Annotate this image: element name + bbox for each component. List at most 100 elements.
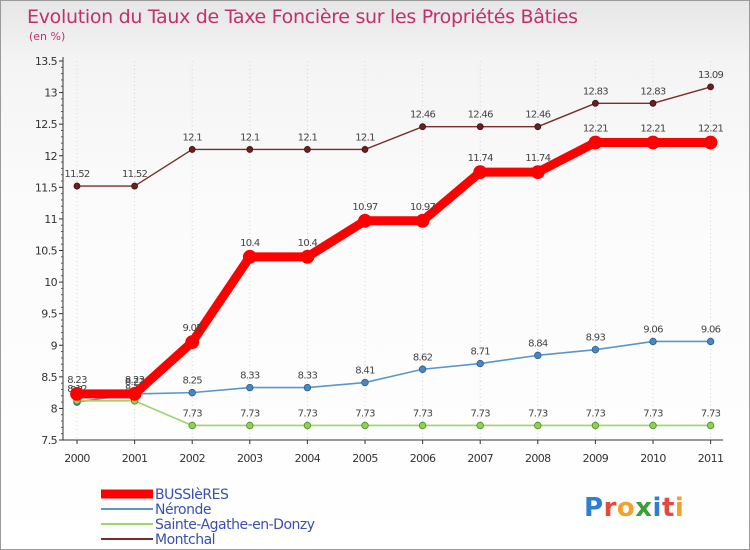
data-point bbox=[534, 421, 542, 430]
x-tick-label: 2010 bbox=[640, 452, 666, 465]
data-label: 11.52 bbox=[64, 169, 89, 180]
data-point bbox=[591, 421, 600, 430]
y-tick-label: 7.5 bbox=[41, 434, 57, 447]
data-label: 8.23 bbox=[125, 375, 145, 386]
x-tick-label: 2003 bbox=[237, 452, 263, 465]
data-label: 7.73 bbox=[586, 408, 606, 419]
data-point bbox=[706, 337, 715, 346]
data-label: 10.97 bbox=[352, 202, 377, 213]
data-label: 10.97 bbox=[410, 202, 435, 213]
data-point bbox=[476, 359, 484, 368]
data-label: 9.06 bbox=[701, 324, 721, 335]
data-label: 11.74 bbox=[525, 153, 550, 164]
data-point bbox=[131, 182, 139, 190]
data-label: 7.73 bbox=[240, 408, 260, 419]
x-tick-label: 2005 bbox=[352, 452, 378, 465]
data-point bbox=[358, 213, 372, 228]
y-tick-label: 13 bbox=[44, 87, 57, 100]
data-label: 8.84 bbox=[528, 338, 548, 349]
y-tick-label: 10 bbox=[44, 276, 57, 289]
data-label: 10.4 bbox=[298, 238, 318, 249]
data-label: 8.25 bbox=[182, 376, 202, 387]
y-tick-label: 8 bbox=[51, 402, 58, 415]
data-label: 9.05 bbox=[182, 323, 202, 334]
data-point bbox=[476, 421, 484, 430]
y-tick-label: 13.5 bbox=[35, 55, 58, 68]
chart-subtitle: (en %) bbox=[29, 30, 66, 43]
data-label: 12.1 bbox=[240, 132, 260, 143]
proxiti-logo: Proxiti bbox=[584, 493, 684, 523]
data-point bbox=[127, 386, 142, 401]
data-point bbox=[707, 83, 714, 91]
series-line bbox=[77, 137, 711, 399]
x-tick-label: 2007 bbox=[467, 452, 493, 465]
data-point bbox=[649, 337, 657, 346]
data-point bbox=[361, 146, 369, 153]
data-label: 7.73 bbox=[182, 408, 202, 419]
data-label: 8.41 bbox=[355, 366, 375, 377]
data-point bbox=[534, 123, 542, 131]
series-bussi-res: 8.23 8.23 9.05 10.4 10.4 10.97 10.97 11.74 11.74… bbox=[67, 123, 724, 401]
data-point bbox=[419, 123, 427, 131]
logo-letter: o bbox=[616, 493, 636, 523]
x-tick-label: 2000 bbox=[64, 452, 90, 465]
data-label: 9.06 bbox=[643, 324, 663, 335]
data-point bbox=[188, 146, 196, 153]
chart-title: Evolution du Taux de Taxe Foncière sur l… bbox=[27, 6, 578, 28]
data-point bbox=[361, 421, 369, 430]
legend-label: Sainte-Agathe-en-Donzy bbox=[155, 517, 315, 533]
data-label: 12.83 bbox=[640, 86, 665, 97]
data-point bbox=[646, 135, 660, 150]
x-tick-label: 2006 bbox=[410, 452, 436, 465]
data-label: 12.21 bbox=[583, 123, 608, 134]
x-tick-label: 2011 bbox=[698, 452, 724, 465]
data-label: 12.21 bbox=[640, 123, 665, 134]
logo-letter: x bbox=[635, 493, 653, 523]
data-label: 7.73 bbox=[413, 408, 433, 419]
data-point bbox=[300, 249, 315, 264]
y-tick-label: 11.5 bbox=[35, 181, 58, 194]
data-label: 8.33 bbox=[298, 371, 318, 382]
data-point bbox=[476, 123, 484, 131]
legend-label: Néronde bbox=[155, 502, 211, 518]
logo-letter: P bbox=[584, 493, 604, 523]
data-label: 8.23 bbox=[67, 375, 87, 386]
series-montchal: 11.52 11.52 12.1 12.1 12.1 12.1 12.46 12.46 12.4… bbox=[64, 70, 724, 190]
data-point bbox=[70, 386, 84, 401]
series-line bbox=[77, 86, 711, 187]
data-point bbox=[591, 345, 600, 354]
y-tick-label: 10.5 bbox=[35, 245, 58, 258]
series-sainte-agathe-en-donzy: 8.128.127.737.737.737.737.737.737.737.73… bbox=[67, 384, 721, 430]
data-point bbox=[185, 335, 200, 349]
data-label: 12.1 bbox=[298, 132, 318, 143]
legend-label: BUSSIèRES bbox=[155, 487, 229, 503]
legend-label: Montchal bbox=[155, 532, 215, 548]
data-point bbox=[588, 135, 603, 150]
data-point bbox=[418, 365, 427, 373]
data-label: 13.09 bbox=[698, 70, 723, 81]
y-tick-label: 11 bbox=[44, 213, 57, 226]
data-label: 12.1 bbox=[355, 132, 375, 143]
data-point bbox=[706, 421, 715, 430]
data-point bbox=[473, 165, 488, 180]
data-point bbox=[303, 146, 311, 153]
data-point bbox=[418, 421, 427, 430]
data-label: 8.93 bbox=[586, 333, 606, 344]
logo-letter: i bbox=[674, 493, 685, 523]
data-point bbox=[592, 99, 599, 107]
data-point bbox=[361, 378, 369, 387]
data-point bbox=[188, 388, 196, 397]
data-point bbox=[246, 421, 254, 430]
data-label: 12.83 bbox=[583, 86, 608, 97]
data-label: 7.73 bbox=[528, 408, 548, 419]
legend: BUSSIèRESNérondeSainte-Agathe-en-DonzyMo… bbox=[101, 487, 315, 548]
data-label: 7.73 bbox=[643, 408, 663, 419]
data-label: 11.74 bbox=[468, 153, 493, 164]
data-label: 8.71 bbox=[470, 347, 490, 358]
data-label: 8.23 bbox=[125, 377, 145, 388]
data-label: 12.21 bbox=[698, 123, 723, 134]
x-tick-label: 2002 bbox=[179, 452, 205, 465]
data-point bbox=[703, 135, 718, 150]
